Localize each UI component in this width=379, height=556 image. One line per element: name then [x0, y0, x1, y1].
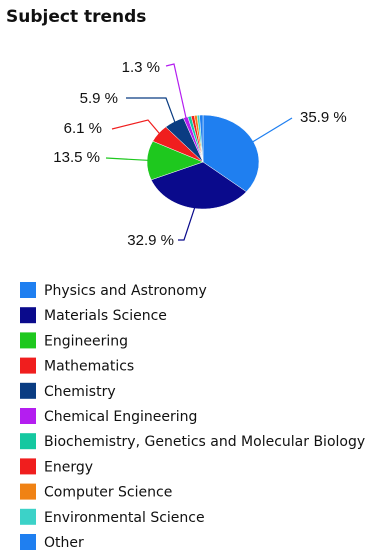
legend-swatch [20, 332, 36, 349]
legend-swatch [20, 307, 36, 324]
chart-title: Subject trends [6, 7, 146, 27]
legend-label: Engineering [44, 333, 128, 349]
legend-swatch [20, 408, 36, 424]
legend-label: Mathematics [44, 359, 134, 375]
legend-swatch [20, 357, 36, 374]
legend-swatch [20, 508, 36, 525]
leader-line [178, 205, 196, 241]
legend-label: Chemistry [44, 384, 116, 400]
legend-label: Other [44, 535, 84, 551]
legend-swatch [20, 382, 36, 399]
legend-label: Materials Science [44, 308, 167, 324]
leader-line [126, 97, 177, 124]
legend-label: Environmental Science [44, 510, 205, 526]
pie-slice [199, 114, 204, 163]
data-label: 13.5 % [53, 149, 100, 166]
legend-label: Computer Science [44, 485, 172, 501]
legend-label: Biochemistry, Genetics and Molecular Bio… [44, 434, 365, 450]
data-label: 5.9 % [80, 90, 118, 107]
legend-swatch [20, 534, 36, 550]
legend-label: Physics and Astronomy [44, 283, 207, 299]
leader-line [165, 63, 187, 120]
data-label: 35.9 % [300, 109, 347, 126]
legend-swatch [20, 282, 36, 298]
legend-swatch [20, 483, 36, 500]
leader-line [111, 119, 162, 136]
legend-swatch [20, 458, 36, 475]
data-label: 32.9 % [127, 232, 174, 249]
legend-label: Chemical Engineering [44, 409, 197, 425]
data-label: 1.3 % [122, 59, 160, 76]
legend-swatch [20, 433, 36, 450]
leader-line [105, 157, 150, 162]
data-label: 6.1 % [64, 120, 102, 137]
leader-line [250, 117, 293, 144]
legend-label: Energy [44, 459, 93, 475]
